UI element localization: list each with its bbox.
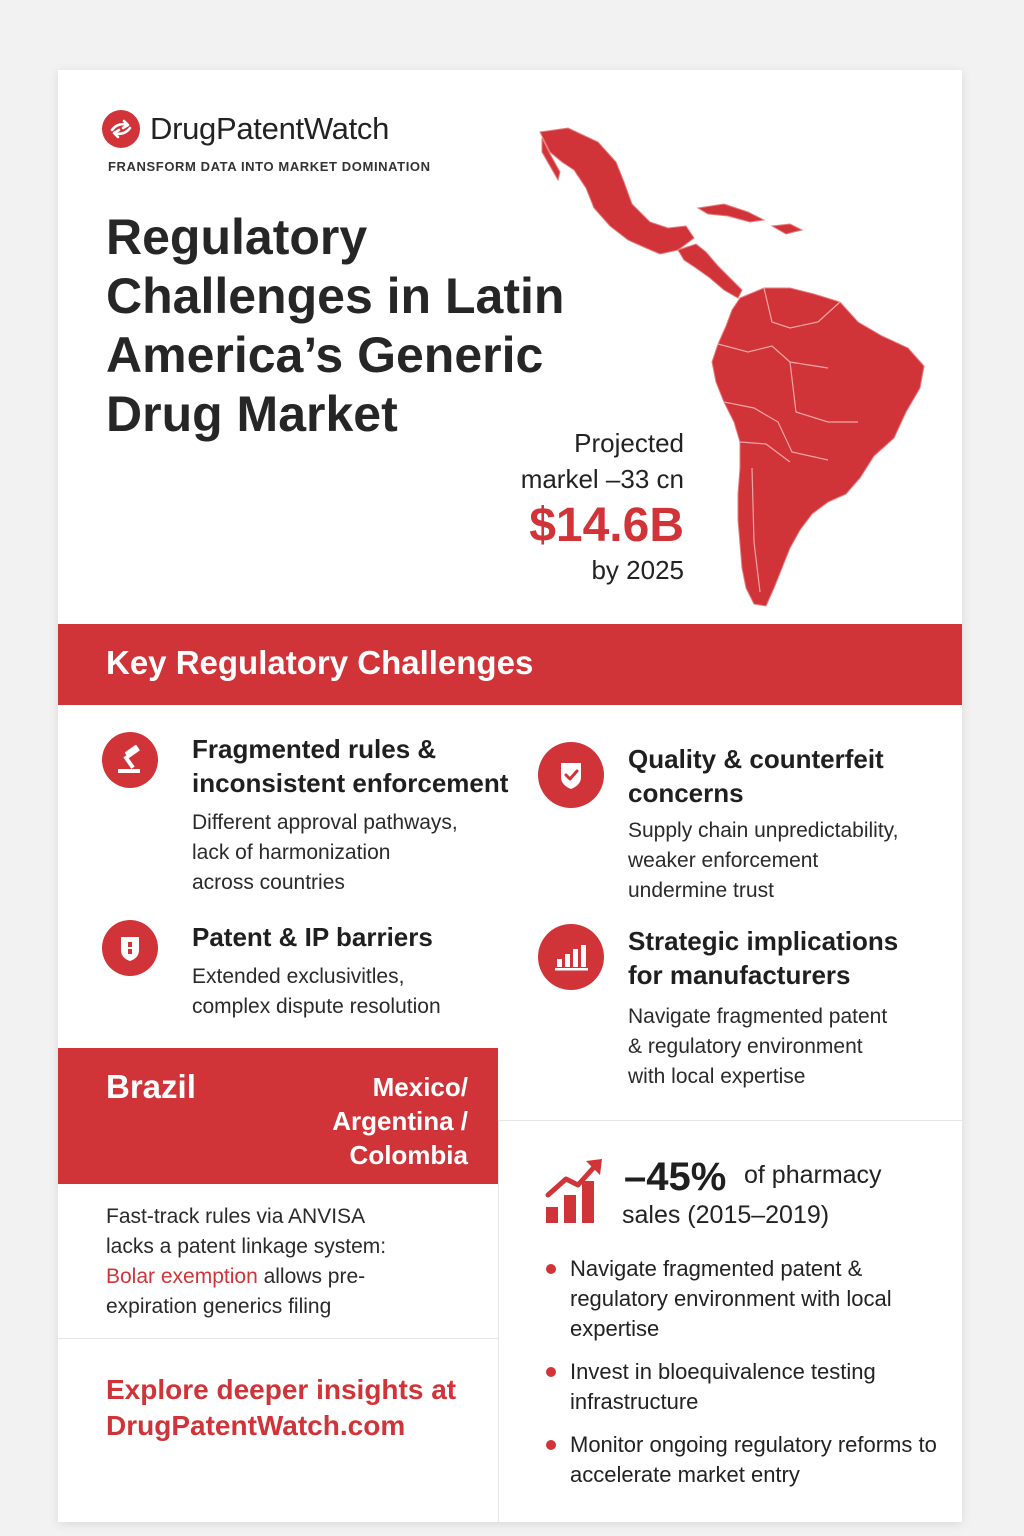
map-baja [541,137,561,182]
section-title: Key Regulatory Challenges [106,644,534,681]
challenge-description: Navigate fragmented patent & regulatory … [628,1002,887,1092]
country-desc-line4: expiration generics filing [106,1295,332,1318]
page-title: Regulatory Challenges in Latin America’s… [106,209,565,442]
challenge-title-line2: for manufacturers [628,960,851,990]
challenge-title: Patent & IP barriers [192,920,433,954]
divider [498,1120,962,1121]
brand-tagline: FRANSFORM DATA INTO MARKET DOMINATION [108,159,431,174]
stat-label-line1: Projected [574,428,684,458]
challenge-title-line1: Quality & counterfeit [628,744,884,774]
list-item-text: Navigate fragmented patent & regulatory … [570,1256,892,1341]
projected-market-stat: Projected markel –33 cn $14.6B by 2025 [438,425,684,585]
arrow-swirl-icon [102,110,140,148]
map-hispaniola [770,223,804,235]
list-item: Invest in bloequivalence testing infrast… [544,1357,944,1417]
gavel-icon [102,732,158,788]
challenge-patent-ip: Patent & IP barriers Extended exclusivit… [102,920,542,1030]
challenge-description: Supply chain unpredictability, weaker en… [628,816,898,906]
country-box: Brazil Mexico/ Argentina / Colombia [58,1048,498,1184]
brand-name: DrugPatentWatch [150,111,390,146]
latin-america-map [539,127,925,607]
country-desc-line1: Fast-track rules via ANVISA [106,1205,366,1228]
challenge-title-line1: Patent & IP barriers [192,922,433,952]
cta-line1: Explore deeper insights at [106,1374,457,1405]
map-central-america [677,243,743,299]
country-mexico: Mexico/ [372,1072,468,1102]
country-description: Fast-track rules via ANVISA lacks a pate… [106,1202,466,1322]
bar-chart-icon [538,924,604,990]
challenge-desc-line3: undermine trust [628,879,774,902]
challenge-desc-line3: with local expertise [628,1065,806,1088]
map-south-america [711,287,925,607]
sales-text-line1: of pharmacy [744,1161,882,1189]
list-item-text: Monitor ongoing regulatory reforms to ac… [570,1432,937,1487]
challenge-desc-line2: weaker enforcement [628,849,819,872]
stat-label-line2: markel –33 cn [520,464,684,494]
challenge-title: Quality & counterfeit concerns [628,742,884,810]
challenge-title-line2: inconsistent enforcement [192,768,509,798]
challenge-strategic-implications: Strategic implications for manufacturers… [538,924,948,1104]
bullet-dot-icon [546,1440,556,1450]
country-desc-line2: lacks a patent linkage system: [106,1235,387,1258]
list-item-text: Invest in bloequivalence testing infrast… [570,1359,876,1414]
shield-check-icon [538,742,604,808]
challenge-title-line1: Strategic implications [628,926,899,956]
stat-value: $14.6B [529,499,684,552]
country-argentina: Argentina / [332,1106,468,1136]
sales-value: –45% [624,1155,727,1199]
bolar-exemption-highlight: Bolar exemption [106,1265,258,1288]
challenge-desc-line3: across countries [192,871,345,894]
divider [58,1338,498,1339]
challenge-title: Fragmented rules & inconsistent enforcem… [192,732,508,800]
infographic-card: DrugPatentWatch FRANSFORM DATA INTO MARK… [58,70,962,1522]
section-banner: Key Regulatory Challenges [58,624,962,705]
challenge-quality-counterfeit: Quality & counterfeit concerns Supply ch… [538,742,948,912]
challenge-desc-line2: lack of harmonization [192,841,391,864]
list-item: Navigate fragmented patent & regulatory … [544,1254,944,1344]
bullet-dot-icon [546,1264,556,1274]
country-colombia: Colombia [349,1140,468,1170]
challenge-desc-line1: Different approval pathways, [192,811,458,834]
challenge-desc-line1: Supply chain unpredictability, [628,819,899,842]
challenge-description: Extended exclusivitles, complex dispute … [192,962,441,1022]
map-cuba [696,203,766,223]
cta-link[interactable]: Explore deeper insights at DrugPatentWat… [106,1372,456,1444]
challenge-title: Strategic implications for manufacturers [628,924,898,992]
recommendations-list: Navigate fragmented patent & regulatory … [544,1254,944,1503]
country-desc-line3: Bolar exemption allows pre- [106,1262,466,1292]
challenge-desc-line2: & regulatory environment [628,1035,863,1058]
country-desc-line3-rest: allows pre- [257,1265,366,1288]
challenge-title-line2: concerns [628,778,744,808]
stat-year: by 2025 [591,555,684,585]
challenge-desc-line2: complex dispute resolution [192,995,441,1018]
challenge-desc-line1: Extended exclusivitles, [192,965,405,988]
brand[interactable]: DrugPatentWatch [102,110,389,148]
cta-line2[interactable]: DrugPatentWatch.com [106,1410,406,1441]
shield-lock-icon [102,920,158,976]
country-brazil: Brazil [106,1068,196,1105]
country-others: Mexico/ Argentina / Colombia [288,1070,468,1172]
growth-chart-icon [545,1159,602,1223]
sales-text-line2: sales (2015–2019) [622,1201,830,1229]
challenge-desc-line1: Navigate fragmented patent [628,1005,888,1028]
challenge-title-line1: Fragmented rules & [192,734,437,764]
list-item: Monitor ongoing regulatory reforms to ac… [544,1430,944,1490]
challenge-fragmented-rules: Fragmented rules & inconsistent enforcem… [102,732,542,902]
divider [498,1120,499,1522]
map-mexico [539,127,695,255]
bullet-dot-icon [546,1367,556,1377]
challenge-description: Different approval pathways, lack of har… [192,808,458,898]
